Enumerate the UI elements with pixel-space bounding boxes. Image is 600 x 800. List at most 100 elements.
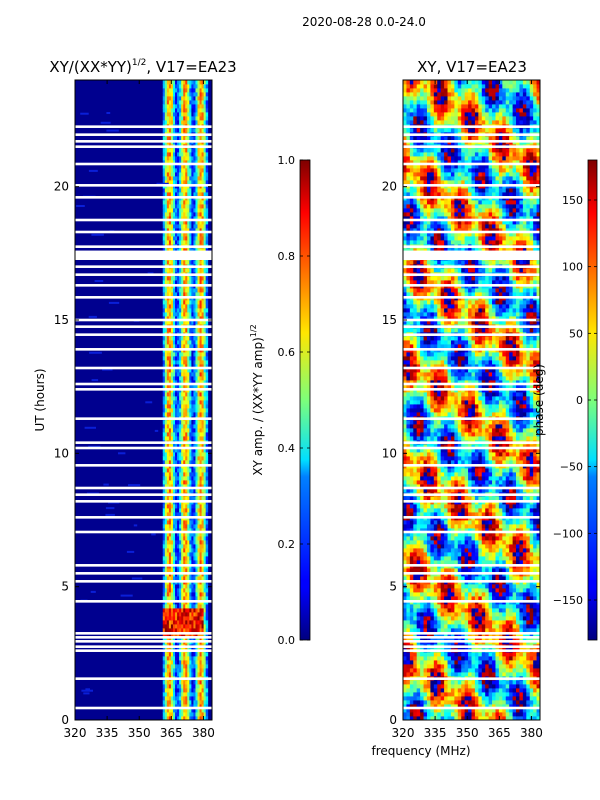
- amplitude-cell: [168, 704, 172, 709]
- phase-cell: [512, 664, 517, 669]
- amplitude-cell: [168, 620, 172, 625]
- amplitude-cell: [170, 436, 174, 441]
- amplitude-cell: [191, 404, 194, 409]
- amplitude-cell: [181, 376, 184, 381]
- amplitude-cell: [172, 104, 176, 109]
- amplitude-cell: [203, 552, 207, 557]
- amplitude-cell: [166, 508, 170, 513]
- phase-cell: [437, 696, 442, 701]
- amplitude-cell: [177, 408, 180, 413]
- amplitude-cell: [170, 712, 174, 717]
- amplitude-cell: [195, 524, 198, 529]
- phase-cell: [526, 664, 531, 669]
- amplitude-flagged-row: [75, 441, 212, 444]
- amplitude-cell: [164, 668, 168, 673]
- amplitude-cell: [164, 280, 168, 285]
- phase-cell: [481, 684, 486, 689]
- amplitude-cell: [193, 596, 196, 601]
- amplitude-cell: [168, 456, 172, 461]
- phase-cell: [492, 700, 496, 705]
- amplitude-cell: [105, 513, 115, 516]
- amplitude-cell: [201, 172, 205, 177]
- phase-cell: [481, 604, 486, 609]
- amplitude-cell: [168, 316, 172, 321]
- phase-cell: [461, 652, 466, 657]
- amplitude-cell: [195, 476, 198, 481]
- amplitude-cell: [175, 604, 178, 609]
- amplitude-cell: [177, 524, 180, 529]
- amplitude-cell: [187, 652, 190, 657]
- amplitude-cell: [183, 372, 186, 377]
- phase-cell: [495, 612, 500, 617]
- phase-cell: [437, 716, 442, 721]
- phase-cell: [502, 628, 507, 633]
- phase-cell: [529, 608, 534, 613]
- phase-cell: [516, 672, 520, 677]
- amplitude-cell: [162, 340, 166, 345]
- amplitude-cell: [183, 392, 186, 397]
- phase-cell: [406, 684, 411, 689]
- amplitude-cell: [193, 592, 196, 597]
- amplitude-cell: [185, 340, 188, 345]
- amplitude-cell: [205, 292, 209, 297]
- amplitude-cell: [181, 480, 184, 485]
- amplitude-cell: [187, 412, 190, 417]
- amplitude-cell: [201, 524, 205, 529]
- amplitude-cell: [175, 212, 178, 217]
- amplitude-cell: [90, 590, 96, 593]
- amplitude-cell: [185, 460, 188, 465]
- amplitude-cell: [197, 660, 200, 665]
- amplitude-cell: [175, 224, 178, 229]
- amplitude-cell: [189, 376, 192, 381]
- phase-cell: [413, 616, 418, 621]
- amplitude-cell: [177, 480, 180, 485]
- amplitude-cell: [166, 524, 170, 529]
- amplitude-cell: [179, 448, 182, 453]
- amplitude-cell: [181, 692, 184, 697]
- amplitude-cell: [162, 420, 166, 425]
- phase-cell: [440, 656, 445, 661]
- amplitude-cell: [181, 372, 184, 377]
- phase-cell: [512, 616, 517, 621]
- amplitude-cell: [195, 380, 198, 385]
- amplitude-cell: [199, 608, 202, 613]
- amplitude-cell: [166, 300, 170, 305]
- amplitude-cell: [164, 604, 168, 609]
- phase-cell: [485, 596, 490, 601]
- amplitude-cell: [183, 212, 186, 217]
- phase-cell: [529, 684, 534, 689]
- phase-cell: [423, 712, 428, 717]
- amplitude-cell: [172, 708, 176, 713]
- phase-cell: [416, 700, 421, 705]
- amplitude-cell: [168, 696, 172, 701]
- phase-cell: [529, 596, 534, 601]
- amplitude-cell: [201, 336, 205, 341]
- phase-cell: [495, 664, 500, 669]
- amplitude-cell: [201, 276, 205, 281]
- amplitude-cell: [185, 524, 188, 529]
- phase-cell: [457, 620, 462, 625]
- amplitude-cell: [199, 444, 202, 449]
- amplitude-cell: [183, 188, 186, 193]
- phase-cell: [426, 680, 431, 685]
- amplitude-cell: [181, 556, 184, 561]
- amplitude-cell: [199, 344, 202, 349]
- amplitude-cell: [168, 204, 172, 209]
- amplitude-cell: [168, 612, 172, 617]
- phase-cell: [461, 624, 466, 629]
- amplitude-cell: [168, 356, 172, 361]
- amplitude-cell: [172, 412, 176, 417]
- phase-cell: [478, 608, 483, 613]
- amplitude-cell: [172, 216, 176, 221]
- amplitude-cell: [168, 376, 172, 381]
- amplitude-cell: [164, 472, 168, 477]
- amplitude-cell: [179, 468, 182, 473]
- amplitude-cell: [189, 412, 192, 417]
- amplitude-cell: [177, 460, 180, 465]
- amplitude-cell: [181, 232, 184, 237]
- amplitude-cell: [170, 136, 174, 141]
- amplitude-cell: [162, 160, 166, 165]
- amplitude-cell: [193, 680, 196, 685]
- amplitude-cell: [199, 304, 202, 309]
- phase-cell: [502, 684, 507, 689]
